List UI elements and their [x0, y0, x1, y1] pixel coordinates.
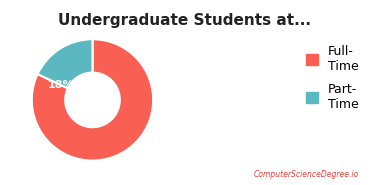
Text: 18%: 18%	[48, 80, 74, 90]
Wedge shape	[38, 39, 92, 88]
Wedge shape	[32, 39, 153, 161]
Legend: Full-
Time, Part-
Time: Full- Time, Part- Time	[300, 40, 364, 116]
Text: Undergraduate Students at...: Undergraduate Students at...	[58, 13, 312, 28]
Text: ComputerScienceDegree.io: ComputerScienceDegree.io	[254, 170, 359, 179]
Text: 82%: 82%	[90, 110, 116, 120]
